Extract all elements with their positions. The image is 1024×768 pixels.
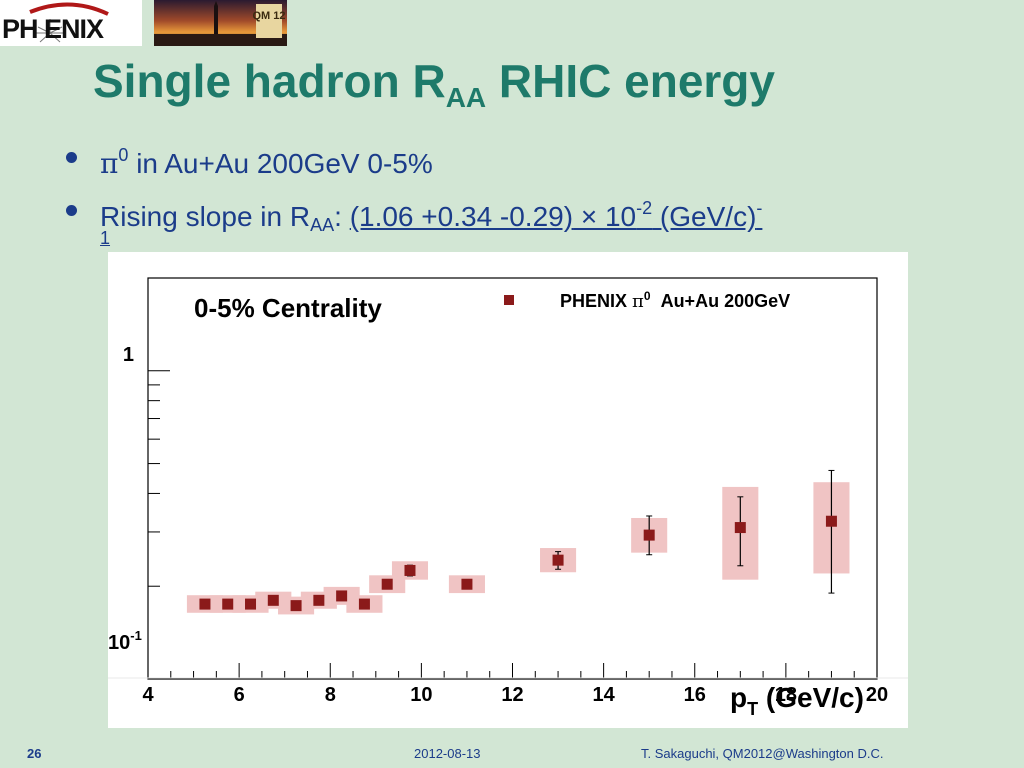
legend-suffix: Au+Au 200GeV bbox=[651, 291, 791, 311]
data-point-2 bbox=[245, 598, 257, 610]
plot-frame bbox=[147, 277, 878, 680]
raa-chart: 4 6 8 10 12 14 16 18 20 0-5% Centrality PHENIX π… bbox=[108, 277, 908, 719]
data-point-10 bbox=[461, 578, 473, 590]
slope-value: (1.06 +0.34 -0.29) × 10-2 (GeV/c)- bbox=[349, 198, 763, 232]
y-tick-tenth-exp: -1 bbox=[130, 628, 142, 643]
bullet-1-body: in Au+Au 200GeV 0-5% bbox=[128, 148, 433, 179]
slide-title: Single hadron RAA RHIC energy bbox=[93, 54, 775, 114]
slope-number: (1.06 +0.34 -0.29) bbox=[349, 201, 574, 232]
unit-exponent-sign: - bbox=[756, 198, 763, 218]
bullet-2-colon: : bbox=[334, 201, 350, 232]
title-subscript: AA bbox=[445, 82, 487, 113]
pi-symbol: π bbox=[100, 147, 119, 180]
bullet-dot-icon bbox=[66, 152, 77, 163]
x-axis-label: pT (GeV/c) bbox=[730, 682, 864, 719]
legend-label: PHENIX π0 Au+Au 200GeV bbox=[560, 289, 790, 312]
footer-date: 2012-08-13 bbox=[414, 746, 481, 761]
x-tick-label-5: 14 bbox=[593, 684, 616, 706]
bullet-dot-icon bbox=[66, 205, 77, 216]
x-tick-label-3: 10 bbox=[410, 684, 432, 706]
data-point-6 bbox=[336, 590, 348, 602]
data-point-14 bbox=[825, 515, 837, 527]
title-rest: RHIC energy bbox=[486, 55, 775, 107]
data-point-9 bbox=[404, 564, 416, 576]
title-main: Single hadron R bbox=[93, 55, 446, 107]
data-point-8 bbox=[381, 578, 393, 590]
data-point-12 bbox=[643, 529, 655, 541]
logo-swoosh-icon bbox=[29, 2, 109, 43]
data-point-7 bbox=[358, 598, 370, 610]
bullet-2-body: Rising slope in R bbox=[100, 201, 311, 232]
bullet-1-text: π0 in Au+Au 200GeV 0-5% bbox=[100, 146, 433, 178]
data-point-0 bbox=[199, 598, 211, 610]
data-point-13 bbox=[734, 522, 746, 534]
data-point-4 bbox=[290, 600, 302, 612]
footer-author: T. Sakaguchi, QM2012@Washington D.C. bbox=[641, 746, 884, 761]
data-point-3 bbox=[267, 594, 279, 606]
qm-badge: QM 12 bbox=[252, 10, 285, 22]
bullet-2-subscript: AA bbox=[310, 215, 335, 235]
ten-base: 10 bbox=[604, 201, 637, 232]
conference-photo: QM 12 bbox=[154, 0, 287, 46]
y-tick-label-0.1: 10-1 bbox=[108, 628, 142, 654]
y-tick-label-1: 1 bbox=[123, 344, 134, 366]
data-point-11 bbox=[552, 554, 564, 566]
x-tick-label-8: 20 bbox=[866, 684, 888, 706]
x-label-unit: (GeV/c) bbox=[758, 682, 864, 713]
centrality-annotation: 0-5% Centrality bbox=[194, 293, 382, 323]
x-tick-label-4: 12 bbox=[501, 684, 523, 706]
logo-text: PH ENIX bbox=[2, 14, 104, 44]
x-tick-label-2: 8 bbox=[325, 684, 336, 706]
times-sign: × bbox=[573, 201, 605, 232]
x-tick-label-0: 4 bbox=[142, 684, 154, 706]
x-tick-label-1: 6 bbox=[234, 684, 245, 706]
pi-superscript: 0 bbox=[118, 145, 129, 165]
x-tick-label-6: 16 bbox=[684, 684, 706, 706]
data-point-1 bbox=[222, 598, 234, 610]
data-point-5 bbox=[313, 594, 325, 606]
phenix-logo: PH ENIX bbox=[0, 0, 142, 46]
y-tick-tenth-base: 10 bbox=[108, 632, 130, 654]
unit-exponent-wrap: 1 bbox=[100, 228, 111, 248]
legend-marker bbox=[504, 295, 514, 305]
bullet-2-text: Rising slope in RAA: (1.06 +0.34 -0.29) … bbox=[100, 199, 762, 234]
legend-prefix: PHENIX bbox=[560, 291, 632, 311]
data-points bbox=[199, 515, 837, 612]
legend-pi-sup: 0 bbox=[644, 289, 651, 303]
x-label-sub: T bbox=[747, 699, 758, 719]
slope-unit: (GeV/c) bbox=[652, 201, 757, 232]
page-number: 26 bbox=[27, 746, 42, 761]
axes: 4 6 8 10 12 14 16 18 20 bbox=[142, 277, 888, 706]
x-tick-label-7: 18 bbox=[775, 684, 797, 706]
raa-figure: 4 6 8 10 12 14 16 18 20 0-5% Centrality PHENIX π… bbox=[108, 252, 908, 728]
ten-exponent: -2 bbox=[636, 198, 653, 218]
legend-pi: π bbox=[632, 291, 644, 312]
monument-skyline-icon: QM 12 bbox=[154, 1, 287, 46]
x-label-p: p bbox=[730, 682, 747, 713]
